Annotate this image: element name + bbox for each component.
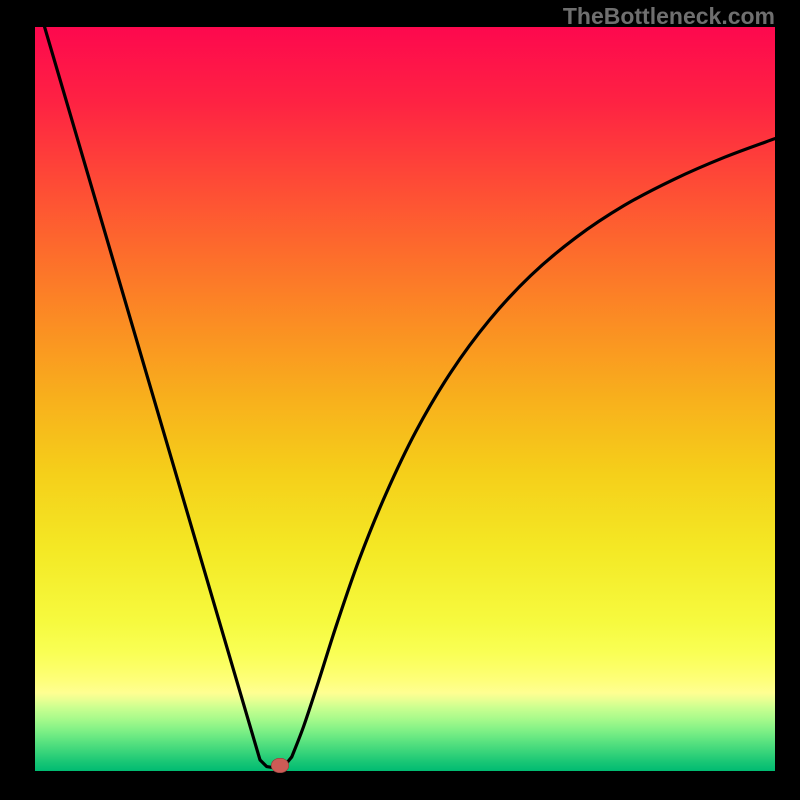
chart-root: TheBottleneck.com: [0, 0, 800, 800]
watermark-text: TheBottleneck.com: [563, 3, 775, 30]
minimum-marker: [271, 758, 289, 773]
bottleneck-curve: [35, 27, 775, 771]
plot-area: [35, 27, 775, 771]
